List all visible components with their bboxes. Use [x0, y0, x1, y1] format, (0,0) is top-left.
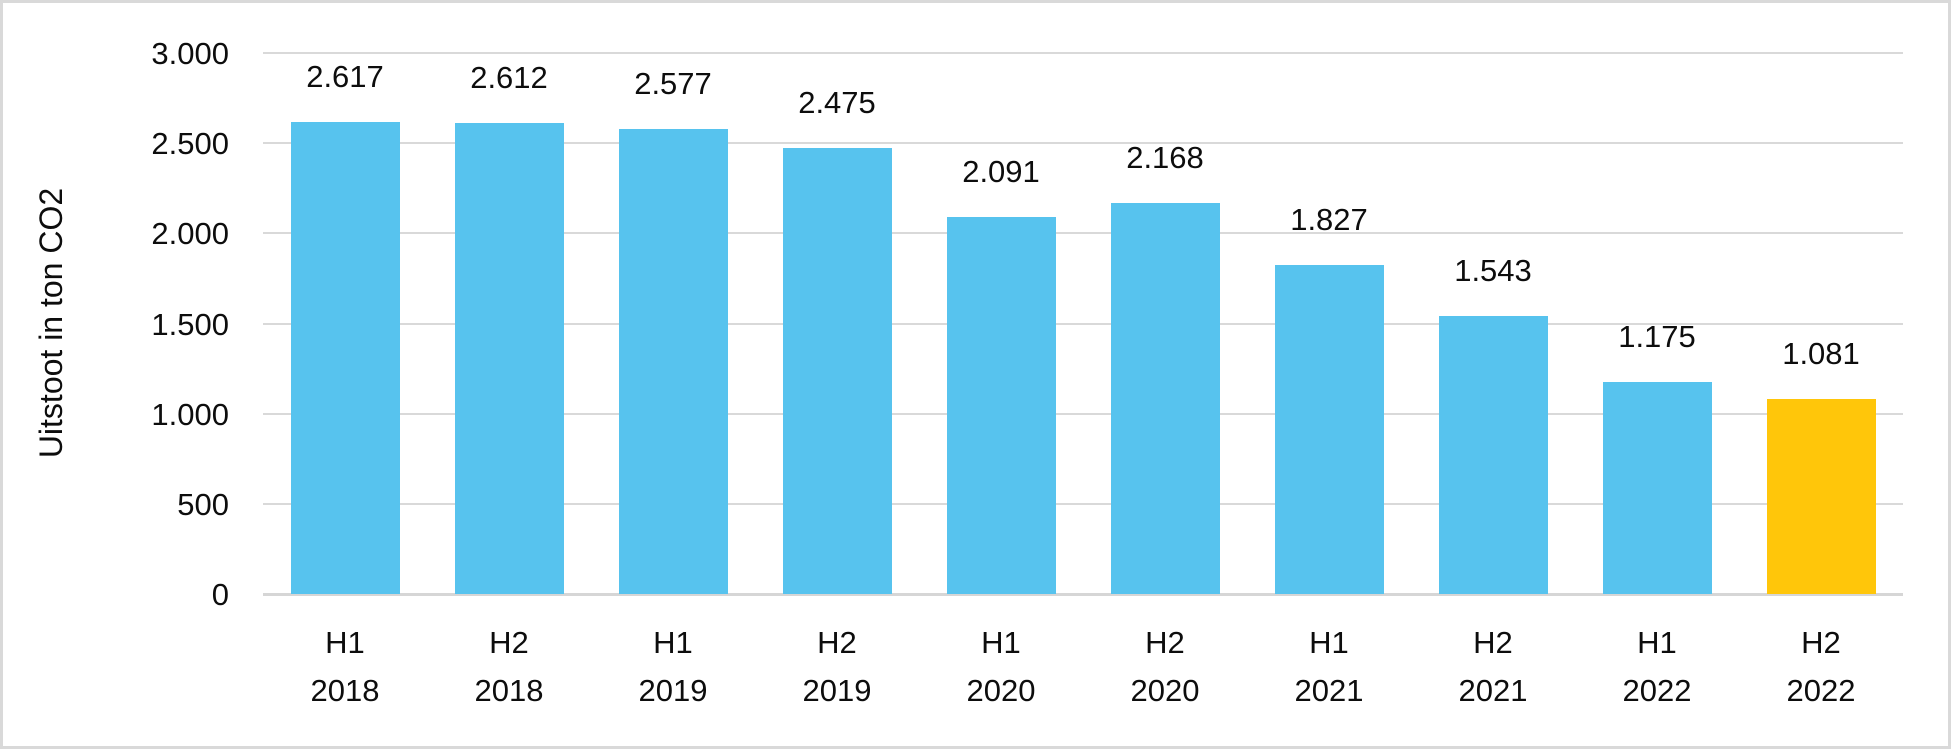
bar-value-label: 2.577	[634, 66, 712, 102]
x-axis-label-line: 2022	[1786, 673, 1856, 708]
y-tick-label: 2.000	[151, 216, 229, 252]
bar-chart: Uitstoot in ton CO2 0 500 1.000 1.500 2.000 2…	[3, 3, 1948, 746]
x-axis-label-line: 2018	[310, 673, 380, 708]
x-axis-label: H2 2019	[737, 619, 937, 715]
x-axis-label-line: H1	[325, 625, 365, 660]
bar-h2-2019	[782, 147, 892, 594]
x-axis-label: H2 2022	[1721, 619, 1921, 715]
x-axis-label-line: 2019	[802, 673, 872, 708]
gridline	[263, 502, 1903, 505]
x-axis-label-line: 2022	[1622, 673, 1692, 708]
bar-h2-2022	[1766, 399, 1876, 594]
y-tick-label: 1.500	[151, 306, 229, 342]
x-axis-line	[263, 593, 1903, 596]
y-axis-title-text: Uitstoot in ton CO2	[33, 187, 69, 459]
bar-value-label: 2.168	[1126, 140, 1204, 176]
x-axis-label-line: 2020	[966, 673, 1036, 708]
x-axis-label: H1 2018	[245, 619, 445, 715]
x-axis-label-line: H2	[489, 625, 529, 660]
bar-value-label: 2.091	[962, 153, 1040, 189]
bar-value-label: 1.081	[1782, 336, 1860, 372]
bar-h1-2020	[946, 216, 1056, 594]
y-tick-label: 500	[177, 486, 229, 522]
bar-h1-2021	[1274, 264, 1384, 594]
bar-h1-2019	[618, 129, 728, 594]
x-axis-label: H2 2021	[1393, 619, 1593, 715]
gridline	[263, 52, 1903, 54]
x-axis-label: H2 2020	[1065, 619, 1265, 715]
bar-value-label: 2.612	[470, 59, 548, 95]
x-axis-label-line: H1	[981, 625, 1021, 660]
x-axis-label: H1 2022	[1557, 619, 1757, 715]
gridline	[263, 412, 1903, 415]
bar-h2-2020	[1110, 203, 1220, 594]
x-axis-label-line: 2020	[1130, 673, 1200, 708]
y-tick-label: 1.000	[151, 396, 229, 432]
gridline	[263, 232, 1903, 235]
x-axis-label-line: H2	[1145, 625, 1185, 660]
x-axis-label: H1 2020	[901, 619, 1101, 715]
x-axis-label-line: 2021	[1458, 673, 1528, 708]
x-axis-label-line: H1	[1637, 625, 1677, 660]
x-axis-label: H1 2021	[1229, 619, 1429, 715]
bar-value-label: 2.617	[306, 59, 384, 95]
x-axis-label-line: 2018	[474, 673, 544, 708]
y-tick-label: 2.500	[151, 126, 229, 162]
bar-value-label: 2.475	[798, 84, 876, 120]
bar-h2-2021	[1438, 315, 1548, 594]
x-axis-label-line: H2	[1473, 625, 1513, 660]
bar-value-label: 1.175	[1618, 319, 1696, 355]
y-tick-label: 3.000	[151, 36, 229, 71]
x-axis-label-line: H2	[817, 625, 857, 660]
bar-h1-2022	[1602, 382, 1712, 594]
x-axis-label: H1 2019	[573, 619, 773, 715]
x-axis-label-line: H1	[1309, 625, 1349, 660]
y-tick-label: 0	[211, 577, 229, 612]
x-axis-label-line: H1	[653, 625, 693, 660]
gridline	[263, 142, 1903, 145]
bar-value-label: 1.543	[1454, 252, 1532, 288]
gridline	[263, 322, 1903, 325]
bar-h1-2018	[290, 122, 400, 594]
x-axis-label-line: H2	[1801, 625, 1841, 660]
x-axis-label: H2 2018	[409, 619, 609, 715]
x-axis-label-line: 2019	[638, 673, 708, 708]
x-axis-label-line: 2021	[1294, 673, 1364, 708]
bar-h2-2018	[454, 122, 564, 594]
bar-value-label: 1.827	[1290, 201, 1368, 237]
